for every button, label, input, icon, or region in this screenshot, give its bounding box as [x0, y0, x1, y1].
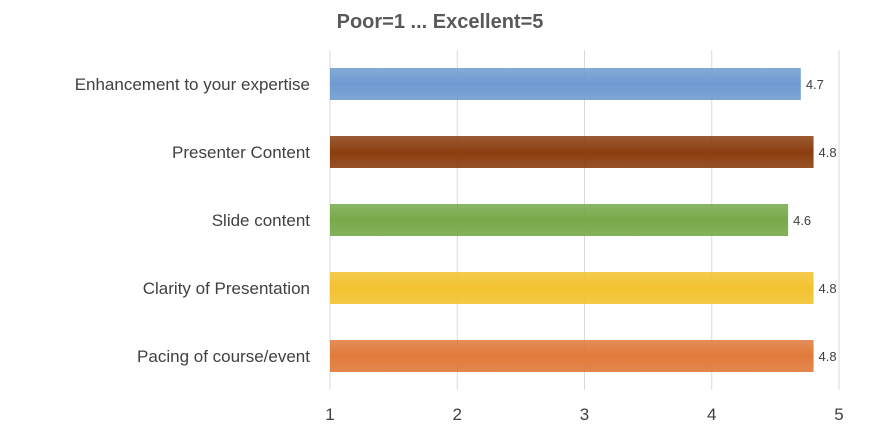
- category-label: Presenter Content: [172, 143, 310, 162]
- x-tick-label: 2: [453, 405, 462, 424]
- x-tick-label: 4: [707, 405, 716, 424]
- bar-slide-content: [330, 204, 789, 236]
- bar-enhancement-to-your-expertise: [330, 68, 801, 100]
- data-label: 4.6: [793, 213, 811, 228]
- category-label: Clarity of Presentation: [143, 279, 310, 298]
- bar-clarity-of-presentation: [330, 272, 814, 304]
- data-label: 4.7: [806, 77, 824, 92]
- bar-presenter-content: [330, 136, 814, 168]
- category-label: Slide content: [212, 211, 311, 230]
- data-label: 4.8: [819, 145, 837, 160]
- data-label: 4.8: [819, 281, 837, 296]
- data-label: 4.8: [819, 349, 837, 364]
- chart-title: Poor=1 ... Excellent=5: [337, 11, 544, 33]
- x-tick-label: 5: [834, 405, 843, 424]
- labels: 1 2 3 4 5 Enhancement to your expertise 4.7 Pre…: [75, 75, 844, 424]
- x-tick-label: 1: [325, 405, 334, 424]
- bars: [330, 68, 814, 372]
- bar-pacing-of-course-event: [330, 340, 814, 372]
- category-label: Enhancement to your expertise: [75, 75, 310, 94]
- x-tick-label: 3: [580, 405, 589, 424]
- category-label: Pacing of course/event: [137, 347, 310, 366]
